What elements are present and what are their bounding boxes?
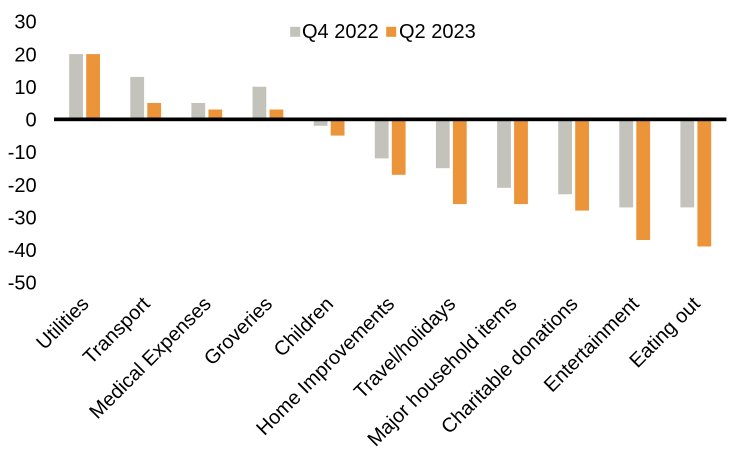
svg-text:-50: -50 bbox=[8, 273, 37, 295]
svg-text:-10: -10 bbox=[8, 142, 37, 164]
svg-text:Q2 2023: Q2 2023 bbox=[399, 21, 476, 43]
svg-text:30: 30 bbox=[14, 12, 36, 34]
svg-text:0: 0 bbox=[25, 110, 36, 132]
svg-text:Utilities: Utilities bbox=[32, 293, 93, 354]
svg-text:20: 20 bbox=[14, 44, 36, 66]
svg-text:10: 10 bbox=[14, 77, 36, 99]
svg-text:-40: -40 bbox=[8, 240, 37, 262]
svg-text:Q4 2022: Q4 2022 bbox=[302, 21, 379, 43]
svg-text:-30: -30 bbox=[8, 208, 37, 230]
svg-text:-20: -20 bbox=[8, 175, 37, 197]
